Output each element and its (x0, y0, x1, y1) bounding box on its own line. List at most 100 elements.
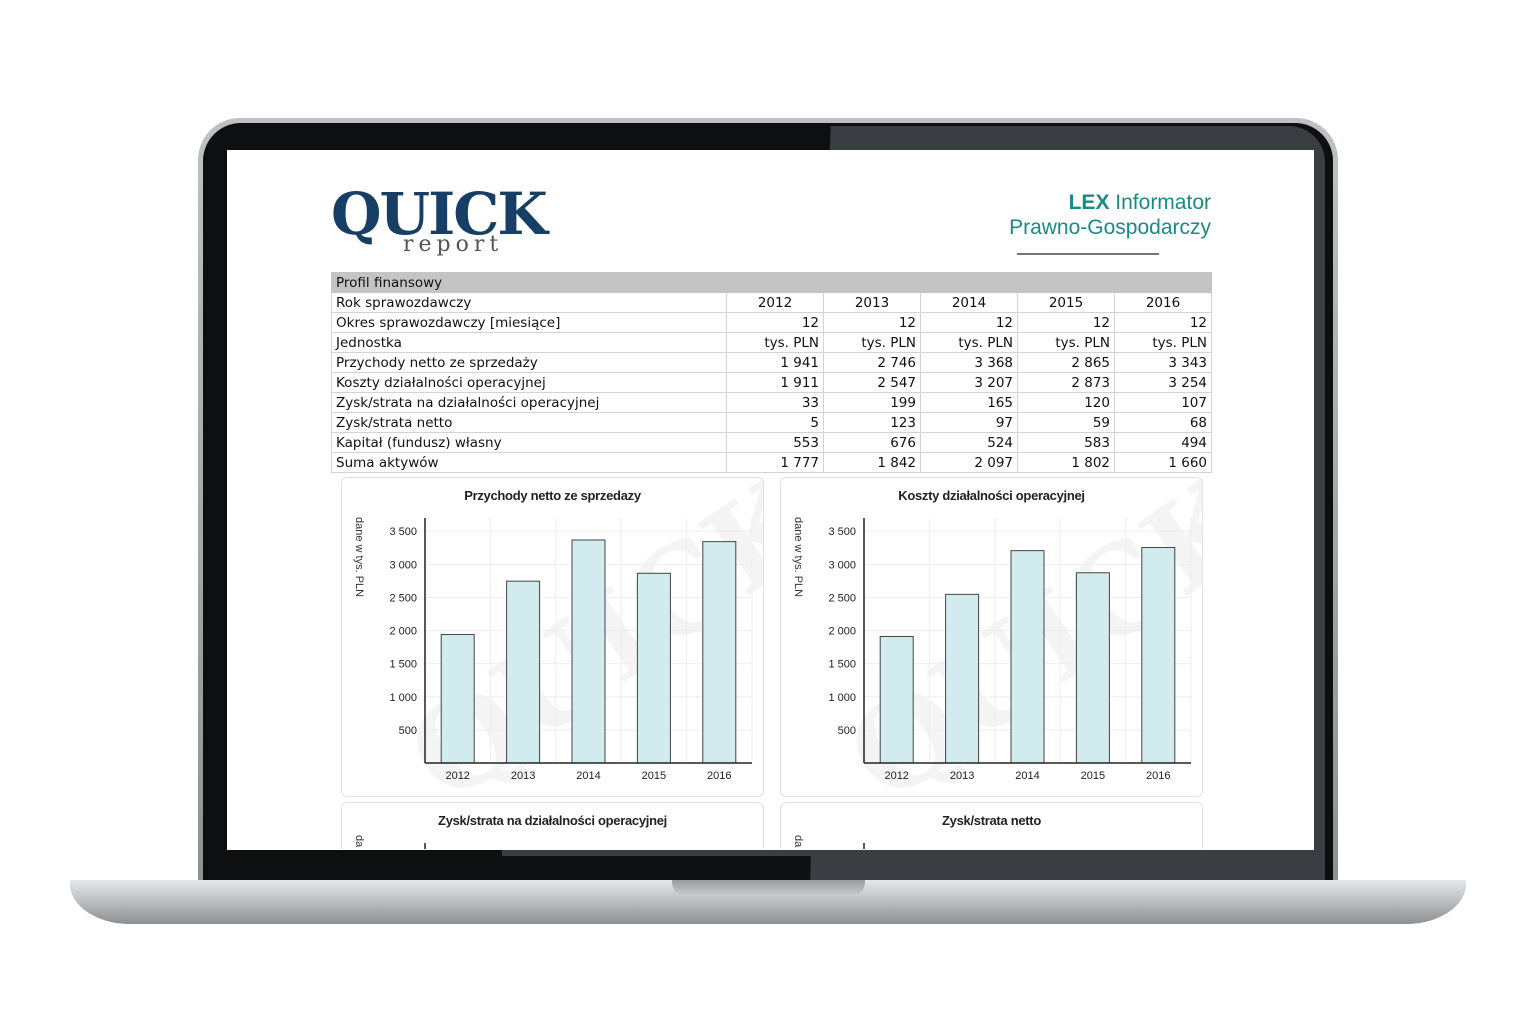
chart-panel-costs: QUICKKoszty działalności operacyjnej dan… (780, 477, 1203, 797)
row-label: Okres sprawozdawczy [miesiące] (331, 312, 727, 333)
x-tick-label: 2016 (1146, 770, 1170, 782)
row-label: Zysk/strata na działalności operacyjnej (331, 392, 727, 413)
row-value: 12 (1017, 312, 1115, 333)
row-value: 107 (1114, 392, 1212, 413)
row-value: 3 254 (1114, 372, 1212, 393)
x-tick-label: 2015 (642, 770, 666, 782)
publisher-logo: LEX Informator Prawno-Gospodarczy (1009, 190, 1211, 240)
x-tick-label: 2013 (511, 770, 535, 782)
row-value: 676 (823, 432, 921, 453)
chart-title: Przychody netto ze sprzedazy (464, 488, 641, 503)
row-value: 33 (726, 392, 824, 413)
chart-panel-net-profit: Zysk/strata netto da (780, 802, 1203, 849)
divider (1017, 253, 1159, 255)
y-tick-label: 3 500 (389, 526, 417, 538)
chart-panel-revenue: QUICKPrzychody netto ze sprzedazy dane w… (341, 477, 764, 797)
row-value: 583 (1017, 432, 1115, 453)
row-value: tys. PLN (1114, 332, 1212, 353)
x-tick-label: 2016 (707, 770, 731, 782)
laptop-notch (672, 880, 865, 896)
table-row: Suma aktywów 1 777 1 842 2 097 1 802 1 660 (331, 452, 1212, 473)
row-value: tys. PLN (726, 332, 824, 353)
y-tick-label: 2 000 (828, 626, 856, 638)
x-tick-label: 2014 (1015, 770, 1039, 782)
financial-profile-table: Profil finansowy Rok sprawozdawczy 2012 20… (331, 272, 1212, 473)
row-value: 524 (920, 432, 1018, 453)
row-label: Przychody netto ze sprzedaży (331, 352, 727, 373)
row-value: 165 (920, 392, 1018, 413)
row-value: 3 343 (1114, 352, 1212, 373)
x-tick-label: 2012 (445, 770, 469, 782)
table-row: Zysk/strata na działalności operacyjnej 3… (331, 392, 1212, 413)
row-label: Jednostka (331, 332, 727, 353)
row-value: 1 911 (726, 372, 824, 393)
screen-edge-shade (502, 850, 1314, 856)
row-value: 68 (1114, 412, 1212, 433)
row-value: 1 842 (823, 452, 921, 473)
row-value: 1 777 (726, 452, 824, 473)
chart-panel-operating-profit: Zysk/strata na działalności operacyjnej … (341, 802, 764, 849)
row-value: 2012 (726, 292, 824, 313)
row-value: 97 (920, 412, 1018, 433)
logo-sub: report (403, 232, 504, 257)
row-label: Koszty działalności operacyjnej (331, 372, 727, 393)
row-value: 3 368 (920, 352, 1018, 373)
row-value: tys. PLN (920, 332, 1018, 353)
y-tick-label: 1 000 (828, 692, 856, 704)
row-value: 12 (726, 312, 824, 333)
bar-chart (863, 843, 865, 849)
x-tick-label: 2013 (950, 770, 974, 782)
row-value: 2013 (823, 292, 921, 313)
row-value: 120 (1017, 392, 1115, 413)
y-tick-label: 2 500 (828, 592, 856, 604)
row-value: 2016 (1114, 292, 1212, 313)
bar (1010, 550, 1045, 764)
bar (1141, 547, 1176, 764)
table-row: Kapitał (fundusz) własny 553 676 524 583 494 (331, 432, 1212, 453)
row-value: 1 660 (1114, 452, 1212, 473)
y-tick-label: 2 500 (389, 592, 417, 604)
x-tick-label: 2015 (1081, 770, 1105, 782)
y-tick-label: 3 500 (828, 526, 856, 538)
logo-main: QUICK (331, 180, 548, 248)
row-label: Suma aktywów (331, 452, 727, 473)
chart-title: Zysk/strata netto (942, 813, 1041, 828)
table-row: Jednostka tys. PLN tys. PLN tys. PLN tys. PL… (331, 332, 1212, 353)
bar-chart: 500 1 000 1 500 2 000 2 500 3 000 3 500 2012 201… (828, 518, 1192, 782)
table-row: Okres sprawozdawczy [miesiące] 12 12 12 12 12 (331, 312, 1212, 333)
row-value: 1 802 (1017, 452, 1115, 473)
y-tick-label: 3 000 (828, 559, 856, 571)
row-value: 2 746 (823, 352, 921, 373)
row-value: 2014 (920, 292, 1018, 313)
bar (636, 572, 671, 764)
y-tick-label: 3 000 (389, 559, 417, 571)
row-value: 12 (823, 312, 921, 333)
bar (945, 593, 980, 764)
bar (440, 633, 475, 764)
bar (506, 580, 541, 764)
row-value: 123 (823, 412, 921, 433)
y-tick-label: 1 000 (389, 692, 417, 704)
row-label: Zysk/strata netto (331, 412, 727, 433)
x-tick-label: 2012 (884, 770, 908, 782)
table-row: Koszty działalności operacyjnej 1 911 2 54… (331, 372, 1212, 393)
row-value: 199 (823, 392, 921, 413)
row-value: 2 097 (920, 452, 1018, 473)
row-value: 494 (1114, 432, 1212, 453)
row-value: 3 207 (920, 372, 1018, 393)
publisher-line2: Prawno-Gospodarczy (1009, 216, 1211, 239)
row-value: 2 865 (1017, 352, 1115, 373)
y-tick-label: 1 500 (828, 659, 856, 671)
bar-chart (424, 843, 426, 849)
y-tick-label: 1 500 (389, 659, 417, 671)
table-row: Rok sprawozdawczy 2012 2013 2014 2015 2016 (331, 292, 1212, 313)
row-value: 59 (1017, 412, 1115, 433)
row-value: tys. PLN (1017, 332, 1115, 353)
row-value: 12 (1114, 312, 1212, 333)
x-tick-label: 2014 (576, 770, 600, 782)
row-label: Kapitał (fundusz) własny (331, 432, 727, 453)
row-value: 5 (726, 412, 824, 433)
chart-title: Zysk/strata na działalności operacyjnej (438, 813, 667, 828)
table-section-header: Profil finansowy (331, 272, 1212, 293)
bar (879, 635, 914, 764)
